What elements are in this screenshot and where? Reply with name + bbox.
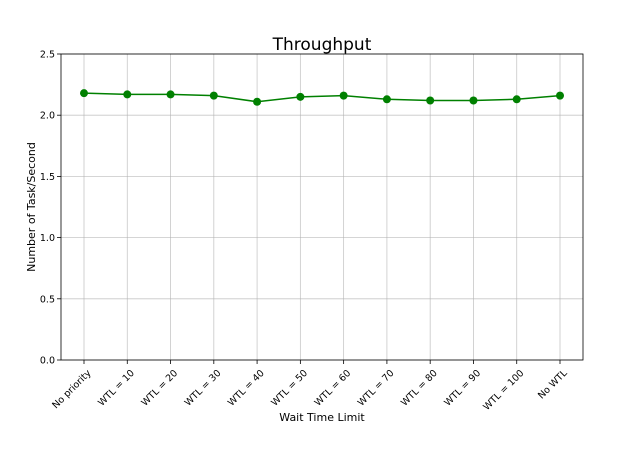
- y-axis-label: Number of Task/Second: [25, 142, 38, 272]
- x-tick-label: WTL = 80: [399, 368, 440, 409]
- data-point: [253, 97, 262, 106]
- data-point: [80, 89, 88, 98]
- y-tick-label: 2.0: [40, 111, 55, 122]
- x-tick-label: WTL = 40: [226, 368, 267, 409]
- y-tick-label: 0.5: [40, 294, 55, 305]
- data-point: [166, 90, 175, 99]
- data-point: [123, 90, 132, 99]
- x-tick-label: WTL = 20: [139, 368, 180, 409]
- x-tick-label: WTL = 60: [313, 368, 354, 409]
- plot-frame: [60, 53, 584, 361]
- data-point: [296, 92, 305, 101]
- x-tick-label: WTL = 100: [481, 368, 526, 413]
- x-tick-label: WTL = 90: [442, 368, 483, 409]
- y-axis: 0.0 0.5 1.0 1.5 2.0 2.5: [40, 50, 61, 367]
- data-point: [469, 96, 478, 105]
- data-point: [556, 91, 564, 100]
- x-axis-label: Wait Time Limit: [279, 411, 365, 424]
- data-point: [426, 96, 435, 105]
- data-point: [339, 91, 348, 100]
- x-tick-label: No priority: [50, 368, 94, 412]
- y-tick-label: 2.5: [40, 50, 55, 61]
- data-point: [382, 95, 391, 104]
- chart-title: Throughput: [272, 35, 372, 55]
- data-point: [512, 95, 521, 104]
- x-tick-label: No WTL: [536, 367, 570, 401]
- x-tick-label: WTL = 70: [356, 368, 397, 409]
- x-axis: No priority WTL = 10 WTL = 20 WTL = 30 WTL =…: [50, 360, 570, 413]
- y-tick-label: 1.5: [40, 172, 55, 183]
- series-layer: [80, 89, 564, 106]
- x-tick-label: WTL = 10: [96, 368, 137, 409]
- y-tick-label: 0.0: [40, 356, 55, 367]
- x-tick-label: WTL = 50: [269, 368, 310, 409]
- data-point: [209, 91, 218, 100]
- y-tick-label: 1.0: [40, 233, 55, 244]
- series-line: [83, 92, 561, 103]
- x-tick-label: WTL = 30: [183, 368, 224, 409]
